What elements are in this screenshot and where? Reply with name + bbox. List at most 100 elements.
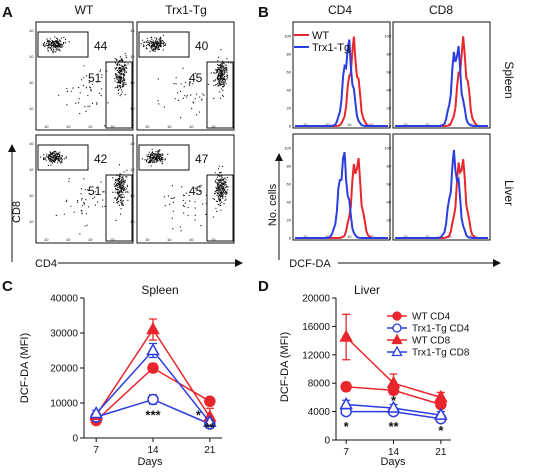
histogram-y-tick: 0 — [289, 124, 292, 129]
dot-plot-cd8-gate-percent: 44 — [94, 39, 108, 53]
panel-b-xlabel: DCF-DA — [289, 258, 331, 270]
histogram-frame — [292, 21, 391, 129]
dot-plot-cd8-gate — [37, 31, 89, 58]
histogram-x-tick: 10 — [369, 122, 374, 127]
histogram-y-tick: 60 — [287, 182, 292, 187]
dot-plot-y-tick: 10 — [29, 106, 34, 111]
dot-plot-events — [141, 148, 229, 232]
histogram-y-tick: 100 — [284, 34, 291, 39]
panel-b-row-spleen: Spleen — [502, 61, 516, 98]
dot-plot-events — [42, 36, 129, 127]
legend-marker — [391, 345, 403, 357]
dot-plot-y-tick: 10 — [130, 167, 135, 172]
data-point — [147, 393, 159, 406]
histogram-y-tick: 60 — [287, 70, 292, 75]
y-tick-label: 4000 — [308, 407, 331, 418]
panel-b-header-cd8: CD8 — [429, 3, 453, 17]
series-trx1-tg-cd8 — [339, 396, 448, 420]
legend-label: Trx1-Tg CD4 — [412, 324, 470, 335]
dot-plot-cd4-gate — [105, 174, 133, 242]
dot-plot-x-tick: 10 — [189, 124, 194, 129]
dot-plot-events — [140, 34, 232, 119]
chart-d-ylabel: DCF-DA (MFI) — [279, 332, 291, 402]
histogram-x-tick: 10 — [303, 234, 308, 239]
data-point — [146, 342, 160, 356]
x-tick-label: 21 — [435, 447, 447, 458]
histogram-y-tick: 60 — [387, 182, 392, 187]
panel-b-label: B — [258, 4, 269, 21]
dot-plot-4: 10 10 10 10 10 10 10 10 47 45 — [130, 134, 235, 244]
y-tick-label: 8000 — [308, 379, 331, 390]
histogram-y-tick: 100 — [384, 146, 391, 151]
x-tick-label: 14 — [147, 445, 159, 456]
panel-d-label: D — [258, 278, 269, 295]
dot-plot-y-tick: 10 — [130, 54, 135, 59]
panel-b-ncells-arrowhead — [275, 153, 283, 161]
y-tick-label: 16000 — [302, 322, 330, 333]
dot-plot-cd8-gate-percent: 40 — [195, 39, 209, 53]
data-point — [340, 381, 352, 393]
histogram-x-tick: 10 — [369, 234, 374, 239]
legend-item: Trx1-Tg CD4 — [387, 323, 470, 335]
dot-plot-y-tick: 10 — [29, 167, 34, 172]
dot-plot-x-tick: 10 — [66, 237, 71, 242]
y-tick-label: 30000 — [50, 329, 78, 340]
dot-plot-cd8-gate — [138, 144, 190, 171]
histogram-y-tick: 80 — [387, 52, 392, 57]
significance-marker: * — [196, 407, 202, 422]
dot-plot-cd4-gate-percent: 45 — [189, 71, 203, 85]
dot-plot-1: 10 10 10 10 10 10 10 10 44 51 — [29, 21, 134, 131]
legend-marker — [391, 333, 403, 345]
panel-c-label: C — [2, 278, 13, 295]
histogram-x-tick: 10 — [425, 122, 430, 127]
histogram-x-tick: 10 — [403, 234, 408, 239]
chart-c-ylabel: DCF-DA (MFI) — [19, 333, 31, 403]
dot-plot-y-tick: 10 — [29, 193, 34, 198]
legend-item: Trx1-Tg CD8 — [387, 345, 470, 359]
histogram-y-tick: 40 — [387, 200, 392, 205]
dot-plot-cd8-gate-percent: 47 — [195, 152, 209, 166]
dot-plot-y-tick: 10 — [29, 219, 34, 224]
histogram-tg-trace — [295, 39, 388, 127]
dot-plot-cd8-gate — [138, 31, 190, 58]
dot-plot-x-tick: 10 — [211, 124, 216, 129]
dot-plot-events — [40, 150, 129, 235]
y-tick-label: 40000 — [50, 294, 78, 305]
dot-plot-frame — [35, 134, 134, 244]
x-tick-label: 7 — [93, 445, 99, 456]
significance-marker: * — [438, 423, 444, 438]
legend-label: WT CD4 — [412, 312, 451, 323]
dot-plot-x-tick: 10 — [110, 124, 115, 129]
data-point — [434, 389, 448, 403]
dot-plot-y-tick: 10 — [130, 141, 135, 146]
histogram-x-tick: 10 — [469, 122, 474, 127]
dot-plot-cd8-gate — [37, 144, 89, 171]
dot-plot-x-tick: 10 — [211, 237, 216, 242]
dot-plot-x-tick: 10 — [167, 124, 172, 129]
histogram-y-tick: 20 — [387, 218, 392, 223]
histogram-y-tick: 40 — [287, 200, 292, 205]
histogram-x-tick: 10 — [347, 122, 352, 127]
histogram-y-tick: 0 — [389, 124, 392, 129]
histogram-x-tick: 10 — [325, 122, 330, 127]
dot-plot-y-tick: 10 — [130, 106, 135, 111]
dot-plot-y-tick: 10 — [29, 141, 34, 146]
data-point — [386, 400, 401, 413]
dot-plot-x-tick: 10 — [88, 237, 93, 242]
series-wt-cd8 — [339, 313, 448, 404]
histogram-1: 0 20 40 60 80 100 10 10 10 10 — [284, 21, 391, 129]
legend-marker — [392, 323, 402, 333]
dot-plot-cd4-gate-percent: 45 — [189, 184, 203, 198]
histogram-x-tick: 10 — [325, 234, 330, 239]
data-point — [204, 395, 216, 407]
histogram-frame — [392, 21, 491, 129]
histogram-y-tick: 0 — [289, 236, 292, 241]
significance-marker: ** — [205, 420, 216, 435]
legend-item: WT CD8 — [387, 333, 451, 347]
y-tick-label: 20000 — [50, 364, 78, 375]
histogram-tg-trace — [395, 46, 488, 127]
y-tick-label: 10000 — [50, 399, 78, 410]
